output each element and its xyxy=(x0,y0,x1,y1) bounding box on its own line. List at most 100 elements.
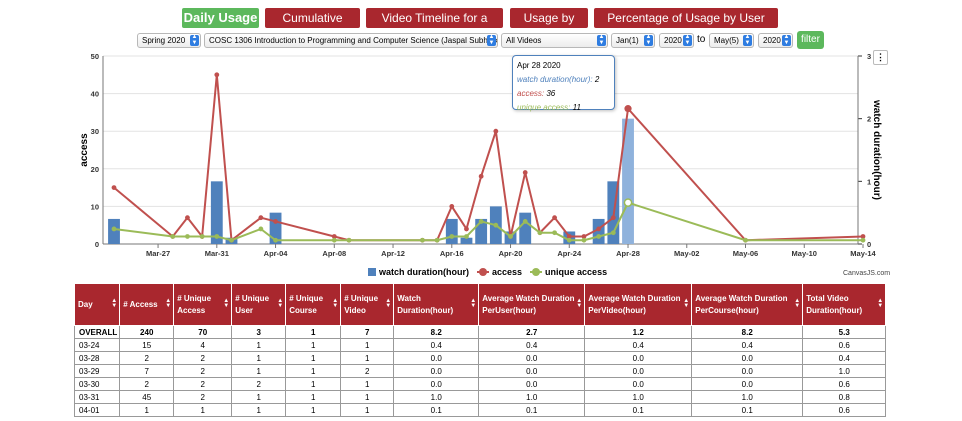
from-month-value: Jan(1) xyxy=(616,36,639,45)
column-header-label: # Unique User xyxy=(235,293,270,315)
cumulative-usage-tab[interactable]: Cumulative Usage xyxy=(265,8,360,45)
unique-access-point xyxy=(493,222,499,228)
table-cell: 1 xyxy=(231,403,287,417)
tooltip-access-label: access: xyxy=(517,89,545,98)
table-cell: 1 xyxy=(340,403,395,417)
legend-item-watch[interactable]: watch duration(hour) xyxy=(368,267,469,277)
table-row: 03-24 15 4 1 1 1 0.4 0.4 0.4 0.4 0.6 xyxy=(73,338,887,352)
from-year-value: 2020 xyxy=(664,36,682,45)
column-header[interactable]: # Access ▲ ▼ xyxy=(119,283,175,326)
table-cell: 0.0 xyxy=(478,351,586,365)
tooltip-watch-value: 2 xyxy=(594,75,600,84)
daily-usage-tab[interactable]: Daily Usage xyxy=(182,8,259,28)
y-tick-label: 20 xyxy=(91,165,99,174)
table-cell: 0.6 xyxy=(802,377,887,391)
select-arrow-icon: ▲ ▼ xyxy=(644,34,653,46)
course-select[interactable]: COSC 1306 Introduction to Programming an… xyxy=(204,33,498,48)
table-cell: 45 xyxy=(119,390,175,404)
unique-access-point xyxy=(623,198,633,207)
table-row: 03-30 2 2 2 1 1 0.0 0.0 0.0 0.0 0.6 xyxy=(73,377,887,391)
legend-item-unique[interactable]: unique access xyxy=(530,267,607,277)
column-header[interactable]: Average Watch Duration PerUser(hour) ▲ ▼ xyxy=(478,283,586,326)
legend-watch-label: watch duration(hour) xyxy=(379,267,469,277)
table-cell: 1 xyxy=(231,338,287,352)
usage-table: Day ▲ ▼ # Access ▲ ▼ # Unique Access ▲ ▼ # Unique… xyxy=(73,283,887,417)
table-body: OVERALL 240 70 3 1 7 8.2 2.7 1.2 8.2 5.3 03-24 15 4 1 1… xyxy=(73,325,887,417)
unique-access-point xyxy=(478,219,484,224)
to-month-select[interactable]: May(5) ▲ ▼ xyxy=(709,33,754,48)
chart-menu-button[interactable]: ⋮ xyxy=(873,50,888,65)
table-cell: 0.8 xyxy=(802,390,887,404)
watch-duration-bar xyxy=(210,181,223,244)
access-point xyxy=(566,234,572,239)
sort-icon: ▲ ▼ xyxy=(877,297,884,309)
tooltip-access-row: access: 36 xyxy=(517,87,610,101)
to-year-select[interactable]: 2020 ▲ ▼ xyxy=(758,33,793,48)
from-year-select[interactable]: 2020 ▲ ▼ xyxy=(659,33,694,48)
unique-access-point xyxy=(185,234,190,239)
legend-item-access[interactable]: access xyxy=(477,267,522,277)
table-cell: 0.0 xyxy=(691,351,804,365)
unique-access-point xyxy=(111,226,117,232)
table-cell: 03-30 xyxy=(73,377,121,391)
table-cell: 1 xyxy=(285,325,342,339)
table-cell: 0.0 xyxy=(584,377,693,391)
table-cell: 2 xyxy=(173,364,233,378)
access-point xyxy=(449,204,455,209)
column-header-label: # Access xyxy=(123,299,158,309)
unique-access-point xyxy=(420,237,425,243)
unique-access-point xyxy=(449,234,455,239)
access-point xyxy=(596,226,602,232)
column-header[interactable]: # Unique Access ▲ ▼ xyxy=(173,283,233,326)
table-cell: 0.0 xyxy=(584,351,693,365)
table-cell: 0.4 xyxy=(691,338,804,352)
column-header[interactable]: Average Watch Duration PerCourse(hour) ▲ ▼ xyxy=(691,283,804,326)
table-cell: 1 xyxy=(285,351,342,365)
column-header[interactable]: Average Watch Duration PerVideo(hour) ▲ ▼ xyxy=(584,283,693,326)
column-header-label: Average Watch Duration PerVideo(hour) xyxy=(588,293,681,315)
table-cell: 8.2 xyxy=(393,325,480,339)
column-header-label: # Unique Course xyxy=(289,293,324,315)
filter-button[interactable]: filter xyxy=(797,31,824,49)
legend-access-label: access xyxy=(492,267,523,277)
column-header-label: Total Video Duration(hour) xyxy=(806,293,863,315)
canvasjs-credit[interactable]: CanvasJS.com xyxy=(843,270,891,277)
access-point xyxy=(860,234,866,239)
access-point xyxy=(581,234,587,239)
unique-access-point xyxy=(552,230,557,236)
table-cell: 0.4 xyxy=(584,338,693,352)
access-point xyxy=(185,215,190,221)
unique-access-point xyxy=(743,237,748,243)
column-header[interactable]: Total Video Duration(hour) ▲ ▼ xyxy=(802,283,887,326)
column-header[interactable]: # Unique Course ▲ ▼ xyxy=(285,283,342,326)
table-cell: 1 xyxy=(340,338,395,352)
sort-icon: ▲ ▼ xyxy=(385,297,392,309)
column-header[interactable]: # Unique Video ▲ ▼ xyxy=(340,283,395,326)
access-point xyxy=(214,72,220,78)
table-cell: 0.0 xyxy=(478,364,586,378)
x-tick-label: Mar-27 xyxy=(146,249,170,258)
table-cell: 2 xyxy=(340,364,395,378)
from-month-select[interactable]: Jan(1) ▲ ▼ xyxy=(611,33,655,48)
tooltip-watch-row: watch duration(hour): 2 xyxy=(517,73,610,87)
table-cell: 1 xyxy=(231,364,287,378)
table-row: 04-01 1 1 1 1 1 0.1 0.1 0.1 0.1 0.6 xyxy=(73,403,887,417)
video-select-value: All Videos xyxy=(506,36,542,45)
table-cell: 2 xyxy=(173,390,233,404)
table-cell: 0.0 xyxy=(393,377,480,391)
legend-access-swatch xyxy=(477,268,489,276)
unique-access-point xyxy=(273,237,278,243)
access-point xyxy=(464,226,469,232)
to-month-value: May(5) xyxy=(714,36,739,45)
column-header[interactable]: # Unique User ▲ ▼ xyxy=(231,283,287,326)
select-arrow-icon: ▲ ▼ xyxy=(782,34,791,46)
video-select[interactable]: All Videos ▲ ▼ xyxy=(501,33,608,48)
x-tick-label: Apr-28 xyxy=(616,249,640,258)
tooltip-access-value: 36 xyxy=(546,89,556,98)
column-header[interactable]: Day ▲ ▼ xyxy=(73,283,121,326)
x-tick-label: Apr-16 xyxy=(440,249,464,258)
column-header[interactable]: Watch Duration(hour) ▲ ▼ xyxy=(393,283,480,326)
term-select[interactable]: Spring 2020 ▲ ▼ xyxy=(137,33,201,48)
unique-access-point xyxy=(610,230,616,236)
table-cell: 03-28 xyxy=(73,351,121,365)
